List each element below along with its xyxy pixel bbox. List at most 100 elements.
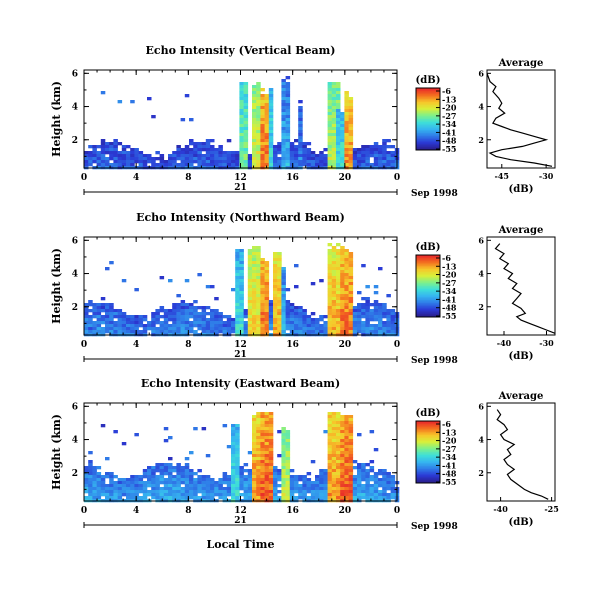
heatmap-cell <box>256 300 261 304</box>
heatmap-cell <box>197 148 202 152</box>
heatmap-cell <box>386 312 391 316</box>
heatmap-cell <box>210 154 215 158</box>
heatmap-cell <box>247 282 253 286</box>
heatmap-cell <box>92 484 97 488</box>
heatmap-cell <box>281 439 286 443</box>
heatmap-cell <box>155 318 160 322</box>
y-tick-label: 2 <box>72 303 78 313</box>
heatmap-cell <box>336 270 341 274</box>
heatmap-cell <box>336 121 341 125</box>
x-tick-label: 4 <box>133 173 139 183</box>
heatmap-cell <box>92 312 97 316</box>
heatmap-cell <box>352 496 358 500</box>
heatmap-cell <box>298 487 303 491</box>
heatmap-cell <box>294 306 299 310</box>
heatmap-cell <box>201 493 207 497</box>
heatmap-cell <box>205 151 211 155</box>
heatmap-cell <box>256 412 261 416</box>
heatmap-cell <box>100 145 106 149</box>
heatmap-cell <box>201 154 207 158</box>
heatmap-cell <box>340 418 345 422</box>
heatmap-cell <box>378 481 383 485</box>
heatmap-cell <box>256 469 261 473</box>
heatmap-cell <box>256 285 261 289</box>
heatmap-cell <box>176 463 181 467</box>
heatmap-cell <box>340 460 345 464</box>
heatmap-cell <box>306 315 312 319</box>
profile-title: Average <box>498 391 544 402</box>
heatmap-cell <box>331 160 337 164</box>
heatmap-cell <box>247 285 253 289</box>
heatmap-cell <box>252 88 257 92</box>
heatmap-cell <box>298 121 303 125</box>
colorbar-segment <box>416 303 440 305</box>
heatmap-cell <box>352 160 358 164</box>
heatmap-cell <box>277 478 282 482</box>
heatmap-cell <box>319 160 324 164</box>
heatmap-cell <box>239 145 244 149</box>
heatmap-cell <box>180 163 186 167</box>
heatmap-cell <box>281 291 286 295</box>
heatmap-cell <box>151 472 156 476</box>
heatmap-cell <box>352 324 358 328</box>
heatmap-cell <box>168 324 173 328</box>
heatmap-cell <box>281 121 286 125</box>
heatmap-cell <box>378 151 383 155</box>
heatmap <box>84 243 400 337</box>
heatmap-cell <box>252 487 257 491</box>
heatmap-cell <box>260 163 265 167</box>
heatmap-cell <box>268 478 274 482</box>
heatmap-cell <box>256 276 261 280</box>
heatmap-cell <box>176 321 181 325</box>
colorbar-tick-label: -13 <box>442 261 457 271</box>
heatmap-cell <box>184 315 190 319</box>
heatmap-cell <box>281 133 286 137</box>
heatmap-cell <box>264 148 270 152</box>
heatmap-cell <box>252 118 257 122</box>
heatmap-cell <box>96 157 102 161</box>
heatmap-cell <box>373 481 379 485</box>
heatmap-cell <box>327 115 333 119</box>
colorbar-segment <box>416 281 440 284</box>
heatmap-cell <box>176 157 181 161</box>
heatmap-cell <box>352 151 358 155</box>
heatmap-cell <box>298 493 303 497</box>
heatmap-cell <box>340 478 345 482</box>
heatmap-cell <box>260 285 265 289</box>
heatmap-cell <box>264 469 270 473</box>
heatmap-cell <box>193 142 198 146</box>
heatmap-cell <box>386 487 391 491</box>
heatmap-cell <box>298 100 303 104</box>
heatmap-cell <box>96 484 102 488</box>
heatmap-cell <box>121 151 127 155</box>
heatmap-cell <box>231 318 236 322</box>
heatmap-cell <box>222 472 228 476</box>
heatmap-cell <box>109 475 114 479</box>
heatmap-cell <box>277 327 282 331</box>
heatmap-cell <box>264 136 270 140</box>
heatmap-cell <box>252 457 257 461</box>
heatmap-cell <box>214 324 219 328</box>
heatmap-cell <box>336 127 341 131</box>
heatmap-cell <box>348 273 354 277</box>
x-tick-label: 4 <box>133 506 139 516</box>
heatmap-cell <box>247 252 253 256</box>
heatmap-cell <box>247 475 253 479</box>
heatmap-cell <box>281 145 286 149</box>
heatmap-cell <box>92 490 97 494</box>
heatmap-cell <box>327 315 333 319</box>
heatmap-cell <box>340 448 345 452</box>
x-tick-label: 16 <box>286 506 299 516</box>
heatmap-cell <box>260 261 265 265</box>
heatmap-cell <box>113 157 118 161</box>
heatmap-cell <box>151 466 156 470</box>
heatmap-cell <box>294 330 299 334</box>
heatmap-cell <box>268 100 274 104</box>
heatmap-cell <box>340 436 345 440</box>
heatmap-cell <box>336 312 341 316</box>
heatmap-cell <box>277 279 282 283</box>
heatmap-cell <box>281 160 286 164</box>
x-tick-label: 4 <box>133 340 139 350</box>
heatmap-cell <box>319 315 324 319</box>
heatmap-cell <box>264 103 270 107</box>
